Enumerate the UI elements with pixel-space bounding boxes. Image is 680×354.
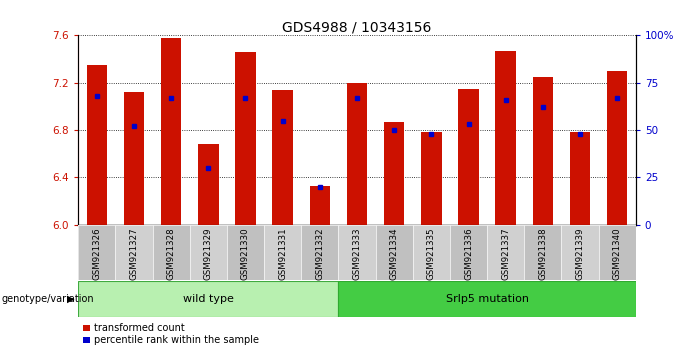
Bar — [339, 225, 375, 280]
Legend: transformed count, percentile rank within the sample: transformed count, percentile rank withi… — [83, 324, 259, 346]
Text: genotype/variation: genotype/variation — [1, 294, 94, 304]
Text: ▶: ▶ — [67, 294, 74, 304]
Text: GSM921328: GSM921328 — [167, 228, 175, 280]
Bar — [450, 225, 487, 280]
Bar — [413, 225, 450, 280]
Bar — [532, 77, 553, 225]
Bar — [487, 225, 524, 280]
Bar — [339, 281, 636, 317]
Bar — [458, 88, 479, 225]
Bar — [375, 225, 413, 280]
Text: GSM921329: GSM921329 — [204, 228, 213, 280]
Text: GSM921331: GSM921331 — [278, 228, 287, 280]
Bar — [86, 65, 107, 225]
Text: GSM921336: GSM921336 — [464, 228, 473, 280]
Bar — [607, 71, 628, 225]
Text: GSM921335: GSM921335 — [427, 228, 436, 280]
Bar — [384, 122, 405, 225]
Bar — [496, 51, 516, 225]
Text: GSM921338: GSM921338 — [539, 228, 547, 280]
Bar — [562, 225, 598, 280]
Text: GSM921340: GSM921340 — [613, 228, 622, 280]
Bar — [309, 186, 330, 225]
Text: GSM921327: GSM921327 — [129, 228, 139, 280]
Bar — [264, 225, 301, 280]
Text: GSM921337: GSM921337 — [501, 228, 510, 280]
Bar — [524, 225, 562, 280]
Text: GSM921326: GSM921326 — [92, 228, 101, 280]
Bar — [116, 225, 152, 280]
Text: wild type: wild type — [183, 294, 234, 304]
Bar — [190, 225, 227, 280]
Bar — [78, 225, 116, 280]
Bar — [227, 225, 264, 280]
Text: GSM921334: GSM921334 — [390, 228, 398, 280]
Text: GSM921330: GSM921330 — [241, 228, 250, 280]
Bar — [235, 52, 256, 225]
Bar — [570, 132, 590, 225]
Text: GSM921332: GSM921332 — [316, 228, 324, 280]
Text: GSM921339: GSM921339 — [575, 228, 585, 280]
Bar — [161, 38, 182, 225]
Text: Srlp5 mutation: Srlp5 mutation — [445, 294, 528, 304]
Bar — [124, 92, 144, 225]
Bar — [273, 90, 293, 225]
Bar — [598, 225, 636, 280]
Bar — [421, 132, 441, 225]
Bar — [347, 83, 367, 225]
Title: GDS4988 / 10343156: GDS4988 / 10343156 — [282, 20, 432, 34]
Bar — [301, 225, 339, 280]
Bar — [152, 225, 190, 280]
Bar — [78, 281, 339, 317]
Text: GSM921333: GSM921333 — [352, 228, 362, 280]
Bar — [198, 144, 218, 225]
